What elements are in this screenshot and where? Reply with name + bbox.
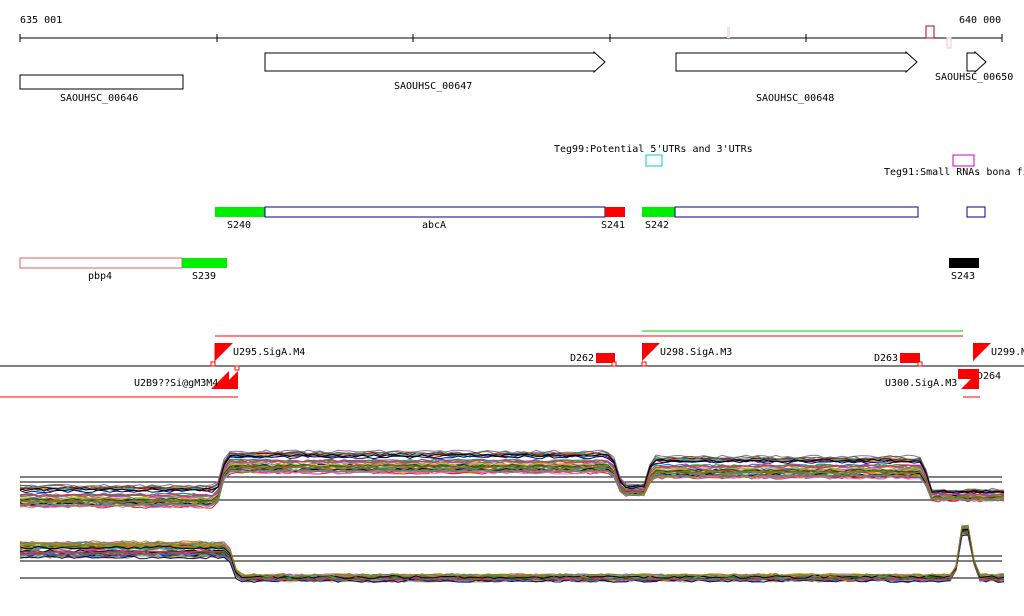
segment-block[interactable] <box>642 207 675 217</box>
promoter-label: U295.SigA.M4 <box>233 347 305 358</box>
promoter-marker <box>210 361 216 367</box>
segment-label: S242 <box>645 220 669 231</box>
srna-box[interactable] <box>952 154 975 167</box>
segment-block[interactable] <box>949 258 979 268</box>
segment-label: pbp4 <box>88 271 112 282</box>
segment-label: S241 <box>601 220 625 231</box>
promoter-label: U298.SigA.M3 <box>660 347 732 358</box>
segment-label: S243 <box>951 271 975 282</box>
promoter-label: U299.M <box>991 347 1024 358</box>
expression-line <box>19 464 1005 503</box>
promoter-flag[interactable] <box>215 343 233 366</box>
segment-block[interactable] <box>182 258 227 268</box>
terminator-marker <box>917 361 923 367</box>
gene-label: SAOUHSC_00646 <box>60 93 138 104</box>
segment-block[interactable] <box>966 206 986 218</box>
gene-box[interactable] <box>19 74 184 90</box>
terminator-label: D263 <box>874 353 898 364</box>
terminator-marker <box>611 361 617 367</box>
gene-label: SAOUHSC_00648 <box>756 93 834 104</box>
promoter-flag[interactable] <box>220 366 238 389</box>
terminator-box[interactable] <box>900 353 920 363</box>
gene-label: SAOUHSC_00647 <box>394 81 472 92</box>
ruler-marker <box>727 27 730 38</box>
gene-track: SAOUHSC_00646 SAOUHSC_00647 SAOUHSC_0064… <box>19 50 1013 104</box>
ruler-ticks <box>19 34 1003 42</box>
coord-start-label: 635 001 <box>20 15 62 26</box>
expression-line <box>19 465 1005 504</box>
promoter-track: U295.SigA.M4 U298.SigA.M3 U299.M D262 D2… <box>0 330 1024 398</box>
expression-line <box>19 534 1005 583</box>
segment-label: S239 <box>192 271 216 282</box>
terminator-box[interactable] <box>596 353 615 363</box>
expression-line <box>19 459 1005 498</box>
utr-box[interactable] <box>645 154 663 167</box>
expression-line <box>19 468 1005 507</box>
ruler-marker <box>946 37 952 49</box>
segment-label: S240 <box>227 220 251 231</box>
promoter-flag[interactable] <box>961 366 979 389</box>
gene-arrow[interactable] <box>675 50 918 74</box>
segment-block[interactable] <box>215 207 265 217</box>
segment-block[interactable] <box>264 206 606 218</box>
ruler-marker <box>925 25 935 39</box>
annotation-track: Teg99:Potential 5'UTRs and 3'UTRs Teg91:… <box>554 144 1024 178</box>
segment-block[interactable] <box>674 206 919 218</box>
promoter-marker <box>641 361 647 367</box>
expression-lines <box>19 449 1005 509</box>
promoter-flag[interactable] <box>642 343 660 366</box>
expression-line <box>19 455 1005 495</box>
terminator-box[interactable] <box>958 369 979 379</box>
expression-line <box>19 453 1005 494</box>
expression-lines <box>19 524 1005 583</box>
coord-end-label: 640 000 <box>959 15 1001 26</box>
segment-track: S240 abcA S241 S242 pbp4 S239 S243 <box>19 206 986 282</box>
promoter-flag[interactable] <box>973 343 991 366</box>
expression-line <box>19 524 1005 578</box>
promoter-label: U2B9??Si@gM3M4 <box>134 378 218 389</box>
promoter-label: U300.SigA.M3 <box>885 378 957 389</box>
terminator-label: D262 <box>570 353 594 364</box>
forward-expression-track <box>19 449 1005 509</box>
coordinate-ruler: 635 001 640 000 <box>19 15 1003 49</box>
expression-line <box>19 528 1005 580</box>
gene-arrow[interactable] <box>966 50 987 74</box>
expression-line <box>19 524 1005 578</box>
segment-block[interactable] <box>19 257 183 269</box>
promoter-marker <box>234 365 240 371</box>
segment-block[interactable] <box>605 207 625 217</box>
segment-label: abcA <box>422 220 446 231</box>
terminator-label: D264 <box>977 371 1001 382</box>
promoter-flag[interactable] <box>211 366 229 389</box>
gene-label: SAOUHSC_00650 <box>935 72 1013 83</box>
srna-annotation-label: Teg91:Small RNAs bona fi <box>884 167 1024 178</box>
reverse-expression-track <box>19 524 1005 583</box>
gene-arrow[interactable] <box>264 50 606 74</box>
utr-annotation-label: Teg99:Potential 5'UTRs and 3'UTRs <box>554 144 753 155</box>
